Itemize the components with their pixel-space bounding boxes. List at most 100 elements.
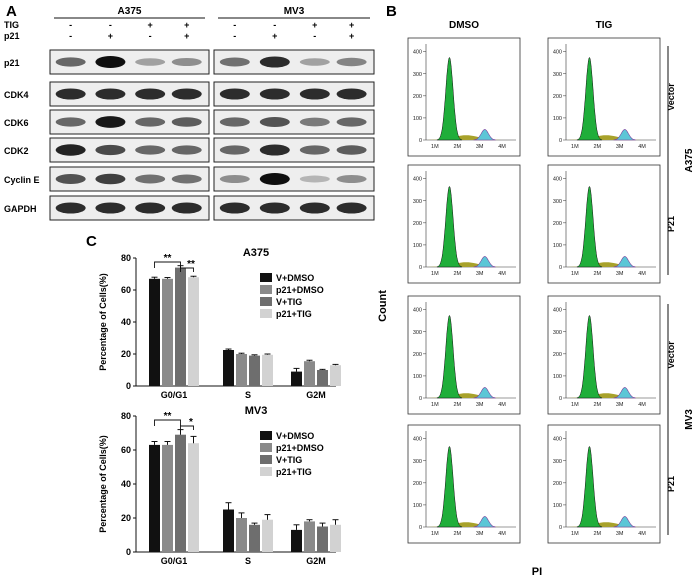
histogram-y-tick: 200 (413, 94, 422, 100)
blot-band (219, 88, 250, 100)
blot-band (171, 145, 202, 155)
panel-label-b: B (386, 3, 397, 20)
blot-band (55, 117, 86, 127)
histogram-y-tick: 400 (413, 308, 422, 314)
histogram-x-tick: 3M (616, 144, 624, 150)
histogram-g1-peak (436, 56, 463, 141)
significance-marker: ** (187, 259, 195, 270)
histogram-x-tick: 2M (453, 144, 461, 150)
blot-band (135, 88, 166, 100)
protein-label: Cyclin E (4, 175, 40, 185)
histogram-y-tick: 200 (553, 221, 562, 227)
legend-label: p21+DMSO (276, 285, 324, 295)
blot-band (171, 57, 202, 67)
histogram-y-tick: 400 (413, 437, 422, 443)
bar-chart-y-tick: 40 (121, 479, 131, 489)
blot-band (219, 117, 250, 127)
histogram-y-tick: 100 (553, 374, 562, 380)
treatment-sign: + (312, 20, 317, 30)
blot-band (219, 57, 250, 67)
treatment-sign: - (69, 31, 72, 41)
protein-label: p21 (4, 58, 20, 68)
flow-column-header: DMSO (449, 20, 479, 31)
bar (149, 278, 160, 386)
histogram-x-tick: 4M (498, 144, 506, 150)
histogram-y-tick: 0 (559, 138, 562, 144)
histogram-y-tick: 100 (413, 503, 422, 509)
histogram-y-tick: 300 (413, 72, 422, 78)
bar-chart-y-label: Percentage of Cells(%) (98, 435, 108, 533)
histogram-x-tick: 2M (453, 402, 461, 408)
bar-chart-category: G2M (306, 556, 326, 566)
bar-chart-y-tick: 80 (121, 411, 131, 421)
legend-swatch (260, 285, 272, 294)
legend-swatch (260, 443, 272, 452)
bar-chart-y-tick: 0 (126, 547, 131, 557)
blot-band (299, 117, 330, 127)
blot-band (135, 174, 166, 184)
histogram-x-tick: 4M (498, 531, 506, 537)
histogram-x-tick: 3M (616, 531, 624, 537)
histogram-y-tick: 400 (413, 50, 422, 56)
blot-band (259, 202, 290, 214)
histogram-y-tick: 400 (413, 177, 422, 183)
histogram-y-tick: 300 (553, 330, 562, 336)
histogram-g1-peak (576, 56, 603, 141)
treatment-sign: + (184, 31, 189, 41)
blot-band (95, 56, 126, 68)
histogram-x-tick: 1M (431, 271, 439, 277)
bar (236, 518, 247, 552)
histogram-y-tick: 400 (553, 177, 562, 183)
legend-swatch (260, 431, 272, 440)
flow-column-header: TIG (596, 20, 613, 31)
histogram-x-tick: 3M (476, 144, 484, 150)
bar-chart-y-tick: 60 (121, 445, 131, 455)
histogram-x-tick: 2M (593, 402, 601, 408)
blot-band (259, 88, 290, 100)
histogram-y-tick: 200 (413, 481, 422, 487)
treatment-sign: - (109, 20, 112, 30)
legend-swatch (260, 309, 272, 318)
histogram-y-tick: 200 (553, 94, 562, 100)
histogram-y-tick: 0 (419, 138, 422, 144)
histogram-g1-peak (436, 185, 463, 268)
histogram-x-tick: 3M (476, 531, 484, 537)
blot-band (299, 58, 330, 66)
treatment-sign: + (108, 31, 113, 41)
treatment-row-label: p21 (4, 31, 20, 41)
blot-band (171, 117, 202, 127)
bar-chart-title: A375 (243, 247, 269, 259)
histogram-x-tick: 1M (431, 144, 439, 150)
histogram-g2-peak (473, 129, 496, 141)
legend-label: V+TIG (276, 297, 302, 307)
histogram-y-tick: 100 (413, 374, 422, 380)
legend-label: p21+DMSO (276, 443, 324, 453)
blot-band (171, 202, 202, 214)
treatment-sign: + (272, 31, 277, 41)
treatment-sign: - (233, 31, 236, 41)
blot-band (336, 202, 367, 214)
histogram-y-tick: 100 (413, 116, 422, 122)
treatment-sign: - (69, 20, 72, 30)
protein-label: CDK4 (4, 90, 29, 100)
bar (188, 443, 199, 552)
bar (175, 434, 186, 552)
histogram-y-tick: 300 (413, 330, 422, 336)
histogram-x-tick: 1M (431, 531, 439, 537)
histogram-y-tick: 0 (559, 396, 562, 402)
flow-cytometry-panel: DMSO TIG 0 100 200 300 400 1M 2M 3M 4M 0 100 200 300 40… (407, 20, 695, 544)
bar (317, 370, 328, 386)
bar (262, 519, 273, 552)
histogram-y-tick: 100 (553, 116, 562, 122)
histogram-y-tick: 0 (559, 525, 562, 531)
bar (317, 526, 328, 552)
histogram-x-tick: 2M (593, 144, 601, 150)
histogram-g1-peak (576, 314, 603, 399)
legend-label: V+DMSO (276, 273, 314, 283)
blot-band (95, 88, 126, 100)
significance-bracket (154, 261, 181, 268)
histogram-y-tick: 300 (553, 72, 562, 78)
blot-band (55, 144, 86, 156)
histogram-x-tick: 3M (616, 271, 624, 277)
